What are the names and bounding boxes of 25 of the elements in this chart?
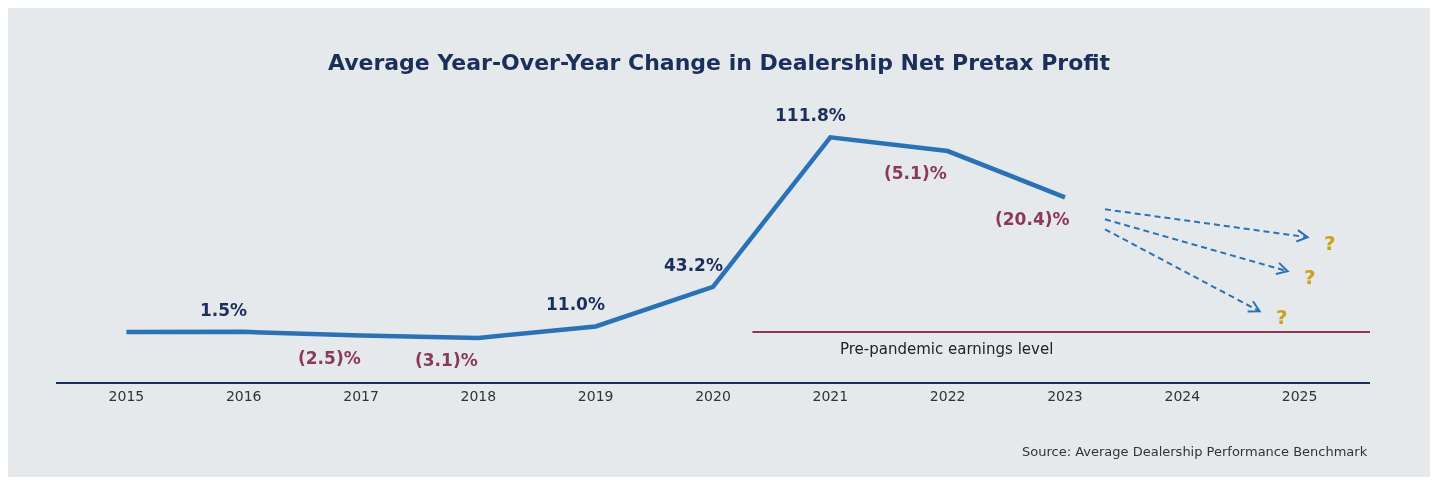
ref-line-label: Pre-pandemic earnings level [840,340,1054,358]
annotation: (3.1)% [415,350,478,370]
annotation: 111.8% [775,105,846,125]
annotation: 11.0% [546,294,605,314]
annotation: ? [1304,265,1316,289]
x-tick-label: 2017 [343,387,379,404]
x-tick-label: 2024 [1164,387,1201,404]
x-tick-label: 2021 [812,387,849,404]
annotation: 1.5% [200,300,248,320]
annotation: (2.5)% [298,348,361,368]
annotation: ? [1276,305,1288,329]
x-tick-label: 2020 [695,387,731,404]
x-tick-label: 2015 [108,387,145,404]
annotation: 43.2% [664,255,723,275]
x-tick-label: 2016 [225,387,262,404]
x-tick-label: 2023 [1047,387,1083,404]
x-tick-label: 2018 [460,387,497,404]
annotation: (5.1)% [884,163,947,183]
annotation: (20.4)% [995,209,1070,229]
source-note: Source: Average Dealership Performance Benchmark [1022,444,1368,459]
x-tick-label: 2022 [929,387,966,404]
x-tick-label: 2025 [1281,387,1318,404]
chart-title: Average Year-Over-Year Change in Dealership Net Pretax Profit [327,50,1111,76]
x-tick-label: 2019 [577,387,614,404]
annotation: ? [1324,231,1336,255]
